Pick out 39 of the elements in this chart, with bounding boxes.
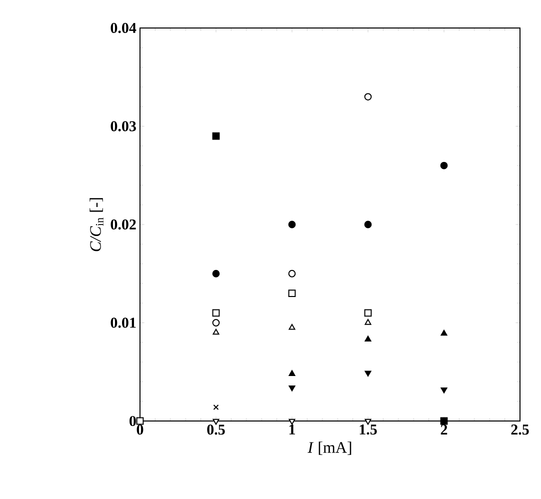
x-tick-label: 2	[440, 424, 448, 434]
point	[212, 418, 220, 425]
x-tick-label: 0	[136, 424, 144, 435]
y-tick-label: 0.04	[110, 22, 136, 34]
point	[212, 309, 220, 317]
y-tick-label: 0.03	[110, 121, 136, 132]
point	[212, 319, 220, 326]
point	[440, 330, 448, 336]
point	[364, 93, 372, 100]
point	[288, 324, 296, 330]
point	[288, 385, 296, 392]
point	[288, 418, 296, 425]
point	[288, 290, 296, 297]
point	[364, 220, 372, 228]
point	[440, 162, 448, 170]
point	[212, 270, 220, 278]
point	[364, 370, 372, 377]
point	[440, 387, 448, 394]
point	[288, 220, 296, 228]
y-axis-title: C/C$_{in}$ [-]	[90, 198, 104, 252]
point	[136, 417, 144, 425]
point	[364, 319, 372, 325]
point	[364, 336, 372, 342]
point	[212, 132, 220, 140]
point	[288, 270, 296, 278]
point	[440, 417, 448, 425]
y-tick-label: 0	[130, 416, 136, 426]
x-tick-label: 2.5	[511, 424, 529, 435]
point	[364, 309, 372, 317]
y-tick-label: 0.02	[110, 219, 136, 230]
point	[213, 404, 219, 410]
point	[212, 328, 220, 335]
x-axis-title: I [mA]	[308, 442, 352, 455]
point	[288, 370, 296, 376]
x-tick-label: 1.5	[360, 424, 377, 435]
point	[364, 418, 372, 425]
y-tick-label: 0.01	[110, 318, 136, 328]
x-tick-label: 0.5	[207, 424, 225, 435]
x-tick-label: 1	[289, 424, 295, 434]
